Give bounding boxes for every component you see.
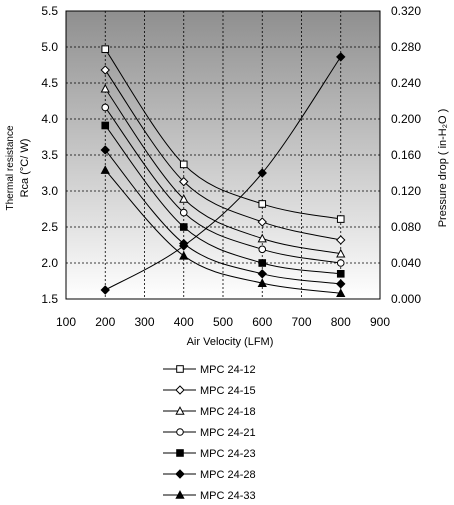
pressure-drop-point xyxy=(179,241,189,251)
series-point xyxy=(101,45,110,53)
y-axis-right-title: Pressure drop ( in-H₂O ) xyxy=(437,109,449,228)
legend-label: MPC 24-28 xyxy=(200,469,256,481)
y-tick-label-left: 2.0 xyxy=(41,256,58,270)
legend-label: MPC 24-21 xyxy=(200,427,256,439)
y-tick-label-right: 0.160 xyxy=(391,148,421,162)
y-tick-label-right: 0.240 xyxy=(391,76,421,90)
series-point xyxy=(100,165,110,174)
y-tick-label-left: 3.5 xyxy=(41,148,58,162)
y-tick-label-right: 0.320 xyxy=(391,4,421,18)
series-point xyxy=(257,278,267,287)
series-point xyxy=(100,65,110,75)
y-tick-label-left: 5.5 xyxy=(41,4,58,18)
pressure-drop-line xyxy=(105,56,342,291)
series-line xyxy=(104,88,341,255)
y-tick-label-left: 4.0 xyxy=(41,112,58,126)
series-point xyxy=(258,245,267,254)
series-point xyxy=(257,269,267,279)
series-line xyxy=(104,169,341,294)
series-line xyxy=(104,107,341,264)
y-tick-label-left: 3.0 xyxy=(41,184,58,198)
y-tick-label-left: 4.5 xyxy=(41,76,58,90)
pressure-drop-point xyxy=(336,52,346,62)
pressure-drop-point xyxy=(100,285,110,295)
series-point xyxy=(179,176,189,187)
series-point xyxy=(179,250,189,260)
legend-label: MPC 24-23 xyxy=(200,448,256,460)
legend-marker xyxy=(176,365,184,373)
x-tick-label: 400 xyxy=(174,315,194,329)
legend-marker xyxy=(175,469,185,479)
series-point xyxy=(336,270,345,278)
series-point xyxy=(101,121,110,130)
series-point xyxy=(179,194,189,203)
legend-marker xyxy=(175,385,185,395)
y-tick-label-left: 1.5 xyxy=(41,292,58,306)
y-tick-label-right: 0.200 xyxy=(391,112,421,126)
x-tick-label: 600 xyxy=(252,315,272,329)
legend-marker xyxy=(175,406,185,415)
series-point xyxy=(101,103,110,112)
legend: MPC 24-12 MPC 24-15 MPC 24-18 MPC 24-21 MPC … xyxy=(163,364,256,502)
plot-border xyxy=(65,10,381,300)
x-tick-label: 700 xyxy=(291,315,311,329)
series-point xyxy=(179,160,188,169)
x-tick-label: 800 xyxy=(331,315,351,329)
pressure-drop-point xyxy=(257,168,267,178)
series-point xyxy=(258,200,267,208)
legend-label: MPC 24-18 xyxy=(200,406,256,418)
x-axis-title: Air Velocity (LFM) xyxy=(187,336,274,348)
x-tick-label: 100 xyxy=(56,315,76,329)
x-tick-label: 200 xyxy=(95,315,115,329)
series-line xyxy=(104,48,341,220)
series-point xyxy=(179,208,188,217)
series-markers xyxy=(100,45,346,298)
series-point xyxy=(336,279,346,289)
tick-labels: 100 200 300 400 500 600 700 800 900 1.5 2.0 2.5 3.0 3… xyxy=(41,4,421,329)
y-tick-label-right: 0.000 xyxy=(391,292,421,306)
series-point xyxy=(257,217,267,227)
y-tick-label-right: 0.280 xyxy=(391,40,421,54)
series-point xyxy=(100,83,110,93)
series-point xyxy=(336,288,346,298)
x-tick-label: 500 xyxy=(213,315,233,329)
legend-marker xyxy=(176,428,184,436)
series-line xyxy=(104,149,341,285)
series-point xyxy=(257,233,267,243)
series-line xyxy=(104,69,341,241)
series-point xyxy=(336,215,345,223)
x-tick-label: 300 xyxy=(134,315,154,329)
y-tick-label-left: 2.5 xyxy=(41,220,58,234)
legend-label: MPC 24-33 xyxy=(200,490,256,502)
gridlines xyxy=(66,11,380,299)
series-point xyxy=(100,145,110,155)
y-tick-label-right: 0.080 xyxy=(391,220,421,234)
series-point xyxy=(336,248,346,258)
y-tick-label-left: 5.0 xyxy=(41,40,58,54)
series-line xyxy=(104,125,341,275)
x-tick-label: 900 xyxy=(370,315,390,329)
series-point xyxy=(258,259,267,267)
legend-label: MPC 24-15 xyxy=(200,385,256,397)
series-point xyxy=(336,235,346,245)
y-axis-left-title-line1: Thermal resistance xyxy=(5,125,16,210)
legend-label: MPC 24-12 xyxy=(200,364,256,376)
legend-marker xyxy=(175,490,185,499)
series-point xyxy=(336,259,345,267)
y-tick-label-right: 0.120 xyxy=(391,184,421,198)
series-lines xyxy=(104,48,342,294)
legend-marker xyxy=(176,449,184,457)
y-tick-label-right: 0.040 xyxy=(391,256,421,270)
y-axis-left-title-line2: Rca (°C/ W) xyxy=(19,139,31,198)
series-point xyxy=(179,223,188,231)
